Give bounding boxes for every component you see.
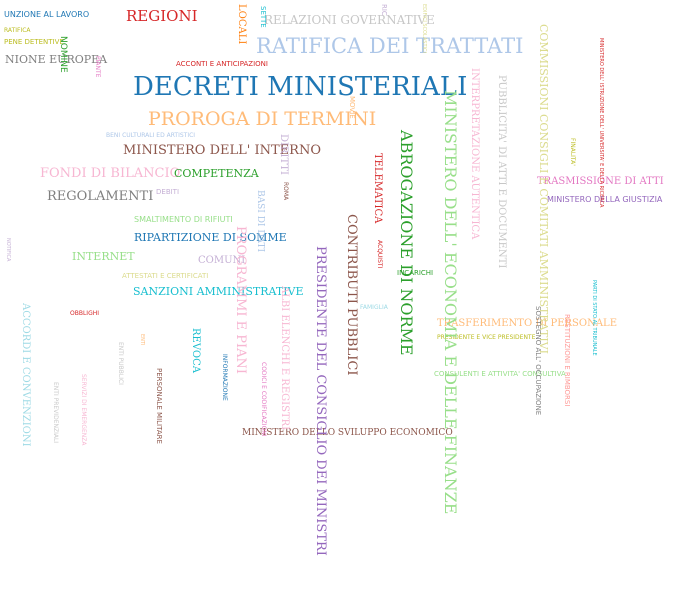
- word-enti: ENTI: [139, 334, 145, 346]
- word-comuni: COMUNI: [198, 255, 246, 266]
- word-sette: SETTE: [259, 6, 267, 28]
- word-consulenti-e-attivita-consultiva: CONSULENTI E ATTIVITA' CONSULTIVA: [434, 370, 566, 378]
- word-famiglia: FAMIGLIA: [360, 304, 388, 311]
- word-presidente-del-consiglio-dei-ministri: PRESIDENTE DEL CONSIGLIO DEI MINISTRI: [313, 246, 328, 556]
- word-regioni: REGIONI: [126, 7, 198, 25]
- word-movie: MOVIE: [348, 96, 356, 119]
- word-pubblicita-di-atti: PUBBLICITA' DI ATTI E DOCUMENTI: [496, 75, 507, 269]
- word-telematica: TELEMATICA: [372, 153, 383, 224]
- word-pene-detentive: PENE DETENTIVE: [4, 38, 64, 46]
- word-accordi-e-convenzioni: ACCORDI E CONVENZIONI: [20, 303, 31, 447]
- word-obblighi: OBBLIGHI: [70, 310, 99, 317]
- word-smaltimento-di-rifiuti: SMALTIMENTO DI RIFIUTI: [134, 215, 233, 224]
- word-regolamenti: REGOLAMENTI: [47, 189, 154, 204]
- word-debiti: DEBITI: [156, 188, 180, 196]
- word-personale-militare: PERSONALE MILITARE: [155, 368, 163, 444]
- word-unzione-al-lavoro: UNZIONE AL LAVORO: [4, 10, 90, 19]
- word-interpretazione-autentica: INTERPRETAZIONE AUTENTICA: [469, 68, 480, 240]
- word-programmi-e-piani: PROGRAMMI E PIANI: [233, 226, 248, 375]
- word-attestati-e-certificati: ATTESTATI E CERTIFICATI: [122, 272, 209, 280]
- word-competenza: COMPETENZA: [174, 167, 259, 180]
- word-albi-elenchi-e-registri: ALBI ELENCHI E REGISTRI: [279, 286, 290, 431]
- word-ripartizione-di-somme: RIPARTIZIONE DI SOMME: [134, 231, 287, 244]
- word-trasferimento-di-personale: TRASFERIMENTO DI PERSONALE: [437, 318, 617, 329]
- word-sanzioni-amministrative: SANZIONI AMMINISTRATIVE: [133, 285, 304, 298]
- word-codici-e-codificazioni: CODICI E CODIFICAZIONI: [260, 362, 267, 437]
- word-decreti-ministeriali: DECRETI MINISTERIALI: [133, 72, 468, 102]
- word-locali: LOCALI: [236, 4, 247, 45]
- word-ministero-istruzione: MINISTERO DELL' ISTRUZIONE DELL' UNIVERS…: [598, 38, 604, 208]
- word-finalita: FINALITA': [569, 138, 576, 166]
- word-ministero-dello-sviluppo-economico: MINISTERO DELLO SVILUPPO ECONOMICO: [242, 428, 453, 438]
- word-enti-pubblici: ENTI PUBBLICI: [117, 342, 124, 385]
- word-edifici-scolastici: EDIFICI SCOLASTICI: [421, 4, 427, 53]
- word-diritti: DIRITTI: [278, 134, 289, 175]
- word-proroga-di-termini: PROROGA DI TERMINI: [148, 108, 377, 130]
- word-presidente-e-vice-presidente: PRESIDENTE E VICE PRESIDENTE: [437, 334, 536, 341]
- word-beni-culturali: BENI CULTURALI ED ARTISTICI: [106, 132, 196, 139]
- word-acconti-e-anticipazioni: ACCONTI E ANTICIPAZIONI: [176, 60, 268, 68]
- word-piante: PIANTE: [94, 56, 101, 78]
- word-contributi-pubblici: CONTRIBUTI PUBBLICI: [344, 214, 359, 376]
- word-parti-di-stato: PARTI DI STATO AL TRIBUNALE: [591, 280, 597, 356]
- word-ratifica: RATIFICA: [4, 27, 31, 34]
- word-trasmissione-di-atti: TRASMISSIONE DI ATTI: [537, 176, 664, 187]
- word-notifica: NOTIFICA: [5, 238, 11, 262]
- word-basi-di-dati: BASI DI DATI: [255, 190, 265, 253]
- word-relazioni-governative: RELAZIONI GOVERNATIVE: [264, 13, 435, 27]
- word-ministero-dell-interno: MINISTERO DELL' INTERNO: [123, 143, 321, 158]
- word-internet: INTERNET: [72, 250, 135, 263]
- word-revoca: REVOCA: [190, 328, 201, 373]
- word-enti-previdenziali: ENTI PREVIDENZIALI: [52, 382, 59, 444]
- word-nione-europea: NIONE EUROPEA: [5, 53, 108, 66]
- word-servizi-di-emergenza: SERVIZI DI EMERGENZA: [80, 374, 87, 446]
- word-roma: ROMA: [282, 182, 289, 201]
- word-nomine: NOMINE: [58, 36, 68, 73]
- word-informazione: INFORMAZIONE: [221, 354, 228, 401]
- word-commissioni-consigli: COMMISSIONI CONSIGLI E COMITATI AMMINIST…: [537, 24, 550, 354]
- word-sostegno-all-occupazione: SOSTEGNO ALL' OCCUPAZIONE: [534, 306, 542, 416]
- word-abrogazione-di-norme: ABROGAZIONE DI NORME: [397, 130, 416, 356]
- word-restituzioni-e-rimborsi: RESTITUZIONI E RIMBORSI: [563, 314, 571, 407]
- word-fondi-di-bilancio: FONDI DI BILANCIO: [40, 166, 181, 181]
- word-incarichi: INCARICHI: [397, 269, 434, 277]
- word-acquisti: ACQUISTI: [376, 240, 383, 269]
- word-ric: RIC: [380, 4, 388, 16]
- word-ratifica-dei-trattati: RATIFICA DEI TRATTATI: [256, 34, 524, 58]
- word-ministero-della-giustizia: MINISTERO DELLA GIUSTIZIA: [547, 195, 663, 204]
- word-ministero-dell-economia: MINISTERO DELL' ECONOMIA E DELLE FINANZE: [441, 90, 460, 515]
